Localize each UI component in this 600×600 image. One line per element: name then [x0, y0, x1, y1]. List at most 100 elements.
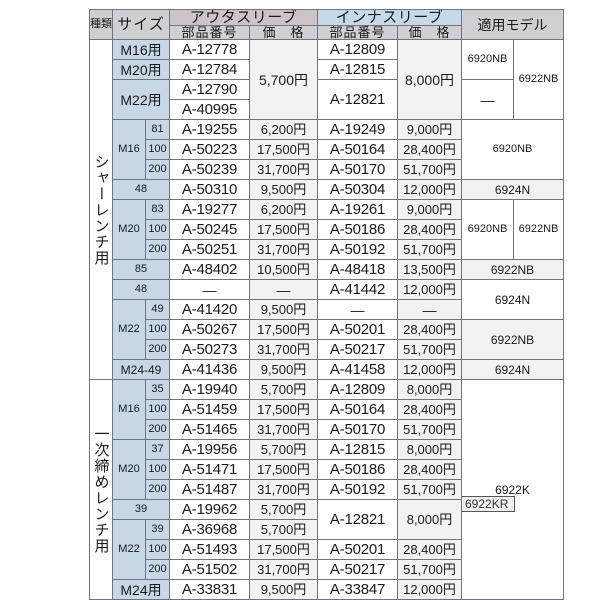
outer-part-no: A-19962: [169, 499, 250, 520]
inner-price: 28,400円: [397, 399, 462, 420]
size-length: 85: [112, 259, 170, 280]
inner-part-no: A-50192: [317, 479, 398, 500]
outer-price: 17,500円: [249, 539, 318, 560]
table-row: 48 A-50310 9,500円 A-50304 12,000円 6924N: [90, 179, 564, 200]
inner-price: 12,000円: [397, 279, 462, 300]
size-length: 100: [145, 539, 170, 560]
inner-part-no: A-50304: [317, 179, 398, 200]
inner-part-no: A-48418: [317, 259, 398, 280]
outer-price: 5,700円: [249, 519, 318, 540]
inner-part-no: A-50186: [317, 459, 398, 480]
inner-price: 28,400円: [397, 459, 462, 480]
inner-price: 12,000円: [397, 179, 462, 200]
outer-part-no: A-50245: [169, 219, 250, 240]
size-length: 200: [145, 419, 170, 440]
inner-part-no: A-50217: [317, 339, 398, 360]
outer-part-no: A-50223: [169, 139, 250, 160]
table-row: M22 49 A-41420 9,500円 — —: [90, 299, 564, 360]
inner-price: 28,400円: [397, 539, 462, 560]
size-length: 200: [145, 239, 170, 260]
table-header-row-1: 種類 サイズ アウタスリーブ インナスリーブ 適用モデル: [89, 9, 564, 40]
size-length: 100: [145, 459, 170, 480]
parts-price-table: 種類 サイズ アウタスリーブ インナスリーブ 適用モデル 部品番号 価 格 部品…: [89, 9, 564, 600]
size-length: 100: [145, 139, 170, 160]
header-outer-part-no: 部品番号: [169, 25, 250, 40]
outer-part-no: A-51487: [169, 479, 250, 500]
inner-price: —: [397, 299, 462, 320]
outer-price: 9,500円: [249, 359, 318, 380]
outer-price: 17,500円: [249, 399, 318, 420]
inner-price: 13,500円: [397, 259, 462, 280]
inner-part-no: A-41458: [317, 359, 398, 380]
header-outer-price: 価 格: [249, 25, 318, 40]
section-kind-label-primary: 一次締めレンチ用: [89, 379, 113, 600]
inner-price: 28,400円: [397, 139, 462, 160]
table-row: 100 A-51493 17,500円 A-50201 28,400円: [90, 539, 564, 560]
outer-part-no: A-50273: [169, 339, 250, 360]
inner-price: 51,700円: [397, 159, 462, 180]
table-row: 100 A-50223 17,500円 A-50164 28,400円: [90, 139, 564, 160]
size-metric: M22: [112, 299, 146, 360]
table-row: M20 83 A-19277 6,200円 A-19261 9,000円 692…: [90, 199, 564, 260]
inner-part-no: A-12821: [317, 499, 398, 540]
header-model: 適用モデル: [461, 9, 564, 40]
outer-part-no: A-51465: [169, 419, 250, 440]
model-cell-primary: 6922K 6922KR: [461, 379, 564, 600]
size-length: 49: [145, 299, 170, 320]
outer-part-no: A-12790: [169, 79, 250, 100]
model-cell-a: 6920NB: [461, 199, 514, 260]
outer-part-no: A-48402: [169, 259, 250, 280]
outer-part-no: A-51471: [169, 459, 250, 480]
inner-price: 51,700円: [397, 339, 462, 360]
inner-price-merged: 8,000円: [397, 39, 462, 120]
inner-part-no: A-50192: [317, 239, 398, 260]
size-length: 48: [112, 179, 170, 200]
inner-part-no: A-50164: [317, 139, 398, 160]
table-row: 200 A-51502 31,700円 A-50217 51,700円: [90, 559, 564, 580]
inner-part-no: A-12821: [317, 79, 398, 120]
inner-price: 51,700円: [397, 559, 462, 580]
model-cell-b: 6922NB: [513, 39, 564, 120]
outer-price: 5,700円: [249, 379, 318, 400]
inner-price: 28,400円: [397, 219, 462, 240]
inner-price: 9,000円: [397, 199, 462, 220]
table-row: 200 A-51487 31,700円 A-50192 51,700円: [90, 479, 564, 500]
outer-price-merged: 5,700円: [249, 39, 318, 120]
size-metric: M16: [112, 379, 146, 440]
outer-price: 17,500円: [249, 319, 318, 340]
inner-price: 51,700円: [397, 419, 462, 440]
table-row: M22用 A-12790 A-12821 —: [90, 79, 564, 120]
outer-price: 31,700円: [249, 419, 318, 440]
outer-part-no: A-50310: [169, 179, 250, 200]
size-length: 81: [145, 119, 170, 140]
table-row: M24-49 A-41436 9,500円 A-41458 12,000円 69…: [90, 359, 564, 380]
outer-price: —: [249, 279, 318, 300]
size-cell: M20用: [112, 59, 170, 80]
outer-part-no: A-12778: [169, 39, 250, 60]
table-row: M16 81 A-19255 6,200円 A-19249 9,000円 692…: [90, 119, 564, 180]
outer-price: 9,500円: [249, 179, 318, 200]
size-length: 200: [145, 339, 170, 360]
size-length: 83: [145, 199, 170, 220]
table-row: 100 A-50267 17,500円 A-50201 28,400円 6922…: [90, 319, 564, 360]
header-size: サイズ: [112, 9, 170, 40]
model-cell-span: 6924N: [461, 359, 564, 380]
outer-part-no: A-40995: [169, 99, 250, 120]
size-length: 200: [145, 559, 170, 580]
size-length: 200: [145, 159, 170, 180]
outer-price: 31,700円: [249, 559, 318, 580]
inner-part-no: A-50201: [317, 319, 398, 340]
inner-part-no: A-41442: [317, 279, 398, 300]
inner-part-no: A-50170: [317, 159, 398, 180]
inner-part-no: A-50164: [317, 399, 398, 420]
size-length: 37: [145, 439, 170, 460]
outer-part-no: A-50267: [169, 319, 250, 340]
model-cell-span: 6924N: [461, 179, 564, 200]
outer-price: 6,200円: [249, 119, 318, 140]
inner-part-no: A-33847: [317, 579, 398, 600]
table-header-row-2: 部品番号 価 格 部品番号 価 格: [90, 25, 564, 40]
outer-part-no: A-51459: [169, 399, 250, 420]
outer-part-no: A-50251: [169, 239, 250, 260]
inner-price: 12,000円: [397, 579, 462, 600]
size-metric: M20: [112, 439, 146, 500]
